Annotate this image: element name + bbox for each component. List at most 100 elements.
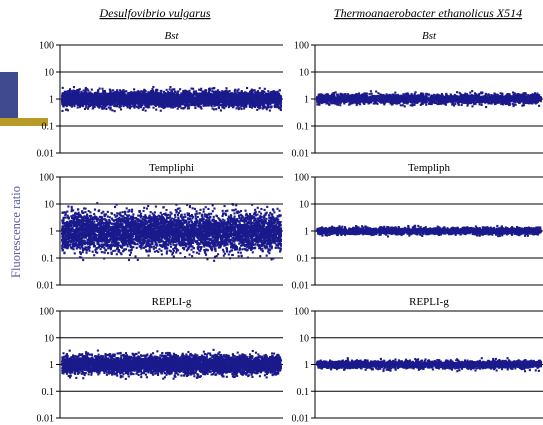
data-point xyxy=(139,94,142,97)
data-point xyxy=(206,96,209,99)
data-point xyxy=(152,100,155,103)
data-point xyxy=(95,99,98,102)
data-point xyxy=(182,107,185,110)
data-point xyxy=(104,99,107,102)
data-point xyxy=(166,100,169,103)
data-point xyxy=(199,103,202,106)
data-point xyxy=(132,104,135,108)
data-point xyxy=(158,94,161,97)
data-point xyxy=(150,103,153,106)
data-point xyxy=(192,95,195,98)
data-point xyxy=(74,90,77,93)
data-point xyxy=(207,90,211,93)
data-point xyxy=(232,101,235,104)
data-point xyxy=(257,97,260,100)
data-point xyxy=(213,108,216,111)
data-point xyxy=(80,99,83,102)
data-point xyxy=(102,97,105,100)
data-point xyxy=(118,106,121,109)
data-point xyxy=(64,102,67,105)
data-point xyxy=(213,92,216,95)
data-point xyxy=(104,91,107,94)
data-point xyxy=(206,98,209,101)
data-point xyxy=(158,105,161,108)
data-point xyxy=(143,88,146,91)
data-point xyxy=(126,96,129,99)
data-point xyxy=(198,92,201,95)
data-point xyxy=(253,102,256,105)
data-point xyxy=(147,91,150,94)
data-point xyxy=(70,105,73,108)
data-point xyxy=(243,102,246,105)
data-point xyxy=(240,99,243,103)
data-point xyxy=(116,91,119,94)
data-point xyxy=(151,88,154,91)
data-point xyxy=(160,105,164,108)
data-point xyxy=(249,98,252,101)
data-point xyxy=(221,103,224,106)
data-point xyxy=(175,100,178,103)
data-point xyxy=(68,88,72,91)
data-point xyxy=(101,100,104,103)
data-point xyxy=(177,96,180,99)
data-point xyxy=(150,92,153,95)
data-point xyxy=(85,97,88,100)
data-point xyxy=(261,90,264,93)
data-point xyxy=(233,96,236,99)
data-point xyxy=(129,102,132,105)
data-point xyxy=(262,106,266,109)
data-point xyxy=(163,92,167,95)
data-point xyxy=(126,98,129,101)
data-point xyxy=(277,103,280,106)
data-point xyxy=(119,108,123,111)
data-point xyxy=(166,104,169,107)
data-point xyxy=(67,95,70,98)
data-point xyxy=(216,91,219,94)
data-point xyxy=(133,93,136,96)
data-point xyxy=(138,99,141,102)
data-point xyxy=(208,96,211,100)
data-point xyxy=(130,101,133,104)
data-point xyxy=(227,98,230,101)
data-point xyxy=(108,94,111,97)
data-point xyxy=(204,97,208,100)
data-point xyxy=(75,102,78,105)
data-point xyxy=(134,92,137,95)
column-header-0: Desulfovibrio vulgarus xyxy=(99,6,211,20)
data-point xyxy=(182,89,185,93)
data-point xyxy=(276,93,279,96)
data-point xyxy=(212,93,215,96)
data-point xyxy=(249,105,252,108)
data-point xyxy=(222,96,225,99)
data-point xyxy=(120,102,123,105)
data-point xyxy=(131,102,134,106)
data-point xyxy=(111,96,114,99)
data-point xyxy=(229,93,232,96)
data-point xyxy=(67,102,70,106)
data-point xyxy=(98,100,101,103)
data-point xyxy=(180,100,183,103)
data-point xyxy=(251,99,255,102)
data-point xyxy=(214,92,218,95)
data-point xyxy=(150,96,153,99)
data-point xyxy=(273,105,276,109)
data-point xyxy=(235,94,238,97)
data-point xyxy=(169,86,172,89)
data-point xyxy=(277,105,280,108)
panel-title: Bst xyxy=(164,30,179,42)
data-point xyxy=(90,94,93,97)
data-point xyxy=(76,95,79,98)
data-point xyxy=(125,99,129,103)
slide-accent-blue xyxy=(0,72,18,118)
data-point xyxy=(193,91,196,94)
data-point xyxy=(100,97,104,100)
data-point xyxy=(230,102,233,105)
data-point xyxy=(245,92,248,95)
data-point xyxy=(222,100,225,103)
data-point xyxy=(221,90,224,93)
data-point xyxy=(182,96,185,99)
data-point xyxy=(271,98,274,101)
data-point xyxy=(65,95,68,98)
data-point xyxy=(236,97,239,100)
